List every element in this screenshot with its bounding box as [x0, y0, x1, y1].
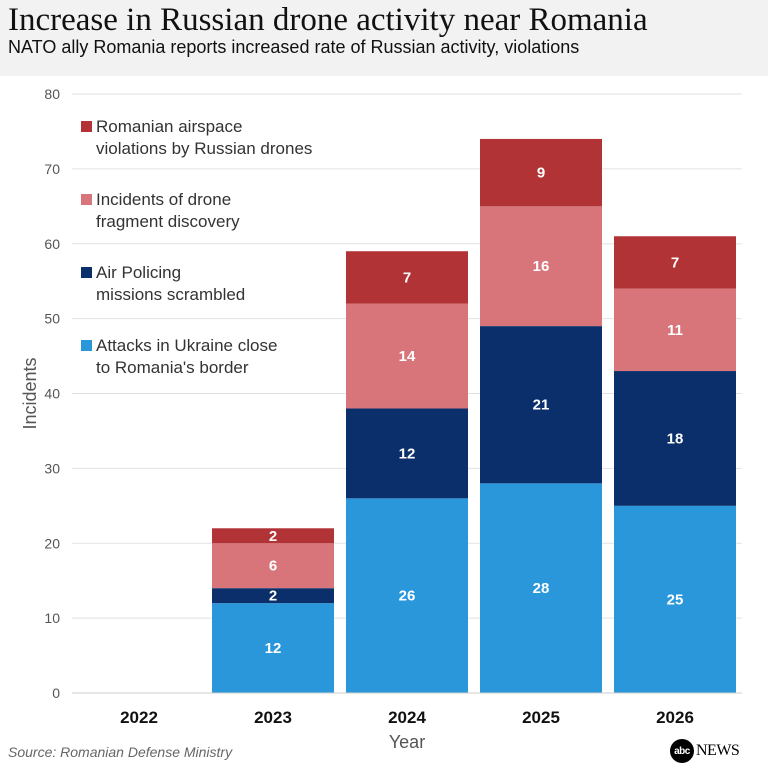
bar-value-label: 11	[667, 322, 683, 339]
bar-segment	[480, 138, 602, 207]
bar-value-label: 7	[671, 254, 679, 271]
x-tick-label: 2022	[120, 708, 158, 727]
chart-title: Increase in Russian drone activity near …	[8, 2, 648, 38]
x-axis-title: Year	[389, 732, 425, 752]
y-tick-label: 80	[44, 86, 60, 102]
bar-value-label: 2	[269, 588, 277, 605]
bar-value-label: 26	[399, 588, 416, 605]
bar-value-label: 14	[399, 348, 416, 365]
bar-value-label: 6	[269, 558, 277, 575]
x-tick-label: 2024	[388, 708, 426, 727]
bar-value-label: 18	[667, 430, 684, 447]
y-tick-label: 70	[44, 161, 60, 177]
y-axis-title: Incidents	[20, 357, 40, 429]
bar-value-label: 9	[537, 165, 545, 182]
bar-segment	[614, 236, 736, 289]
legend-label: fragment discovery	[96, 212, 240, 231]
legend-label: violations by Russian drones	[96, 139, 312, 158]
x-tick-label: 2026	[656, 708, 694, 727]
bar-segment	[212, 603, 334, 693]
legend-label: Air Policing	[96, 263, 181, 282]
x-tick-label: 2023	[254, 708, 292, 727]
bar-segment	[614, 505, 736, 693]
legend-swatch	[81, 267, 92, 278]
bar-segment	[614, 371, 736, 506]
legend-label: Attacks in Ukraine close	[96, 336, 277, 355]
abc-logo-mark: abc	[670, 739, 694, 763]
bar-segment	[480, 206, 602, 327]
y-tick-label: 50	[44, 311, 60, 327]
bar-segment	[480, 483, 602, 693]
bar-segment	[614, 288, 736, 372]
bar-value-label: 12	[265, 640, 282, 657]
bar-segment	[212, 588, 334, 604]
news-wordmark: NEWS	[696, 742, 740, 759]
bar-segment	[346, 303, 468, 409]
y-tick-label: 0	[52, 685, 60, 701]
bar-segment	[212, 528, 334, 544]
legend-label: Romanian airspace	[96, 117, 242, 136]
source-note: Source: Romanian Defense Ministry	[8, 744, 233, 760]
bar-segment	[212, 543, 334, 589]
y-tick-label: 60	[44, 236, 60, 252]
bar-value-label: 7	[403, 269, 411, 286]
legend-label: missions scrambled	[96, 285, 245, 304]
bar-segment	[480, 326, 602, 484]
abc-news-logo: abc NEWS	[670, 739, 740, 763]
x-tick-label: 2025	[522, 708, 560, 727]
y-tick-label: 20	[44, 535, 60, 551]
bar-segment	[346, 251, 468, 304]
bar-segment	[346, 498, 468, 693]
chart-subtitle: NATO ally Romania reports increased rate…	[8, 37, 580, 57]
bar-segment	[346, 408, 468, 499]
header-band	[0, 0, 768, 76]
bar-value-label: 12	[399, 445, 416, 462]
legend-swatch	[81, 121, 92, 132]
legend-swatch	[81, 194, 92, 205]
bar-value-label: 25	[667, 591, 684, 608]
legend-swatch	[81, 340, 92, 351]
y-tick-label: 10	[44, 610, 60, 626]
legend-label: Incidents of drone	[96, 190, 231, 209]
bar-value-label: 2	[269, 528, 277, 545]
bar-value-label: 28	[533, 580, 550, 597]
y-tick-label: 40	[44, 386, 60, 402]
y-tick-label: 30	[44, 460, 60, 476]
bar-value-label: 16	[533, 258, 550, 275]
legend-label: to Romania's border	[96, 358, 249, 377]
bar-value-label: 21	[533, 397, 550, 414]
